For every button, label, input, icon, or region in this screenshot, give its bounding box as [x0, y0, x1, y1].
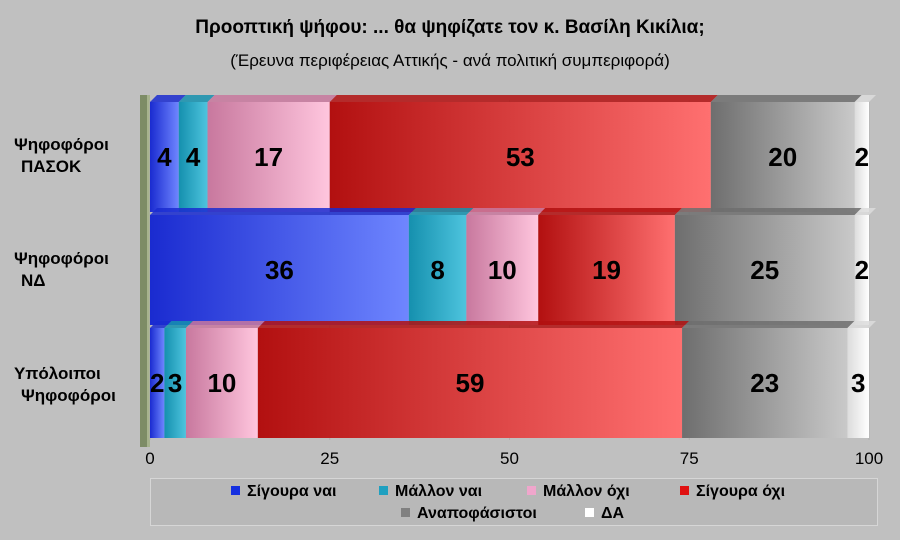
bar-segment-top [207, 95, 337, 102]
bar-segment-top [150, 95, 186, 102]
chart-subtitle: (Έρευνα περιφέρειας Αττικής - ανά πολιτι… [230, 51, 670, 70]
bar-segment-top [847, 321, 876, 328]
bar-segment [185, 328, 258, 438]
value-label: 25 [750, 255, 779, 285]
bar-segment [847, 328, 869, 438]
value-label: 2 [150, 368, 164, 398]
legend-swatch [585, 508, 594, 517]
legend-label: Σίγουρα ναι [247, 483, 337, 500]
bar-segment [466, 215, 539, 325]
value-label: 2 [855, 142, 869, 172]
bar-segment [538, 215, 675, 325]
category-label-line: Υπόλοιποι [14, 364, 101, 383]
legend-swatch [231, 486, 240, 495]
bar-segment-top [674, 208, 862, 215]
bar-segment-top [408, 208, 474, 215]
category-label-line: Ψηφοφόροι [21, 386, 116, 405]
bar-segment-top [257, 321, 690, 328]
value-label: 3 [851, 368, 865, 398]
bar-segment-top [538, 208, 682, 215]
legend-item: Σίγουρα ναι [231, 483, 336, 501]
chart-left-wall-edge [147, 95, 150, 447]
bar-segment [178, 102, 208, 212]
bar-segment [150, 102, 179, 212]
value-label: 10 [488, 255, 517, 285]
legend-swatch [401, 508, 410, 517]
bar-segment [710, 102, 855, 212]
value-label: 19 [592, 255, 621, 285]
chart-title: Προοπτική ψήφου: ... θα ψηφίζατε τον κ. … [195, 17, 705, 38]
legend-label: Μάλλον όχι [543, 483, 630, 500]
x-tick-label: 100 [855, 449, 883, 468]
legend-item: Μάλλον όχι [527, 483, 630, 501]
x-tick-label: 25 [320, 449, 339, 468]
bar-segment [408, 215, 467, 325]
category-label-line: Ψηφοφόροι [14, 249, 109, 268]
value-label: 4 [186, 142, 201, 172]
bar-segment [674, 215, 855, 325]
legend-item: Μάλλον ναι [379, 483, 482, 501]
bar-segment [150, 215, 409, 325]
x-tick-label: 0 [145, 449, 154, 468]
category-label-others: Υπόλοιποι Ψηφοφόροι [14, 363, 116, 407]
category-label-line: ΠΑΣΟΚ [21, 157, 82, 176]
bar-segment-top [854, 208, 876, 215]
bar-segment-top [466, 208, 546, 215]
value-label: 36 [265, 255, 294, 285]
bar-segment-top [178, 95, 215, 102]
bar-segment-top [164, 321, 193, 328]
bar-segment-top [150, 208, 416, 215]
category-label-pasok: Ψηφοφόροι ΠΑΣΟΚ [14, 134, 109, 178]
bar-segment [854, 215, 869, 325]
value-label: 23 [750, 368, 779, 398]
category-label-line: ΝΔ [21, 271, 46, 290]
bar-segment [207, 102, 330, 212]
bar-segment [257, 328, 683, 438]
category-label-line: Ψηφοφόροι [14, 135, 109, 154]
value-label: 59 [455, 368, 484, 398]
value-label: 4 [157, 142, 172, 172]
legend-item: ΔΑ [585, 505, 624, 523]
legend-item: Σίγουρα όχι [680, 483, 785, 501]
legend-label: Σίγουρα όχι [696, 483, 786, 500]
bar-segment-top [682, 321, 855, 328]
legend-item: Αναποφάσιστοι [401, 505, 537, 523]
value-label: 10 [207, 368, 236, 398]
legend-label: Μάλλον ναι [395, 483, 483, 500]
value-label: 20 [768, 142, 797, 172]
bar-segment-top [710, 95, 862, 102]
bar-segment-top [150, 321, 172, 328]
legend-swatch [680, 486, 689, 495]
legend-label: Αναποφάσιστοι [417, 505, 537, 522]
x-tick-label: 75 [680, 449, 699, 468]
chart-left-wall [140, 95, 150, 447]
category-label-nd: Ψηφοφόροι ΝΔ [14, 248, 109, 292]
bar-segment-top [329, 95, 718, 102]
value-label: 8 [430, 255, 444, 285]
bar-segment [329, 102, 711, 212]
bar-segment-top [185, 321, 265, 328]
legend-swatch [527, 486, 536, 495]
value-label: 17 [254, 142, 283, 172]
value-label: 2 [855, 255, 869, 285]
legend-swatch [379, 486, 388, 495]
value-label: 53 [506, 142, 535, 172]
chart-legend: Σίγουρα ναι Μάλλον ναι Μάλλον όχι Σίγουρ… [150, 478, 878, 526]
bar-segment [164, 328, 186, 438]
legend-label: ΔΑ [601, 505, 625, 522]
bar-segment-top [854, 95, 876, 102]
bar-segment [150, 328, 165, 438]
x-tick-label: 50 [500, 449, 519, 468]
value-label: 3 [168, 368, 182, 398]
bar-segment [854, 102, 869, 212]
bar-segment [682, 328, 848, 438]
